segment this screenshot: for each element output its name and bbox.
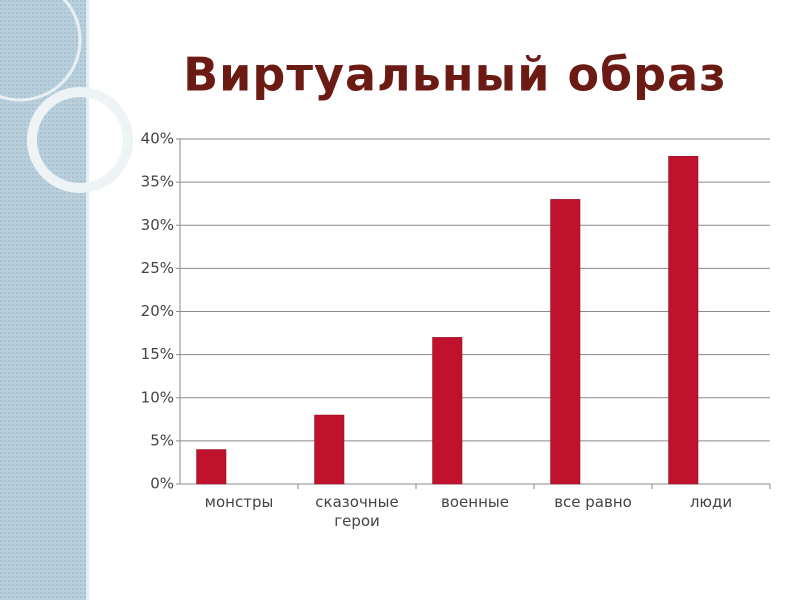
y-tick-label: 0%: [150, 475, 174, 493]
x-tick-label: монстры: [204, 493, 274, 511]
y-tick-label: 10%: [141, 388, 174, 406]
y-tick-label: 20%: [141, 302, 174, 320]
x-tick-label: все равно: [554, 493, 632, 511]
deco-circle: [27, 87, 133, 193]
y-tick-label: 35%: [141, 173, 174, 191]
bar: [668, 156, 699, 485]
y-tick-label: 30%: [141, 216, 174, 234]
bar: [314, 414, 345, 485]
x-tick-label: люди: [689, 493, 733, 511]
bar: [196, 449, 227, 485]
chart-title: Виртуальный образ: [183, 48, 727, 102]
y-tick-label: 25%: [141, 259, 174, 277]
y-tick-label: 5%: [150, 431, 174, 449]
x-tick-label: военные: [441, 493, 509, 511]
bar: [550, 199, 581, 485]
bar: [432, 337, 463, 485]
strip-edge: [86, 0, 89, 600]
x-tick-label: сказочные герои: [315, 493, 399, 530]
deco-circle: [0, 0, 82, 102]
y-tick-label: 15%: [141, 345, 174, 363]
y-tick-label: 40%: [141, 130, 174, 148]
